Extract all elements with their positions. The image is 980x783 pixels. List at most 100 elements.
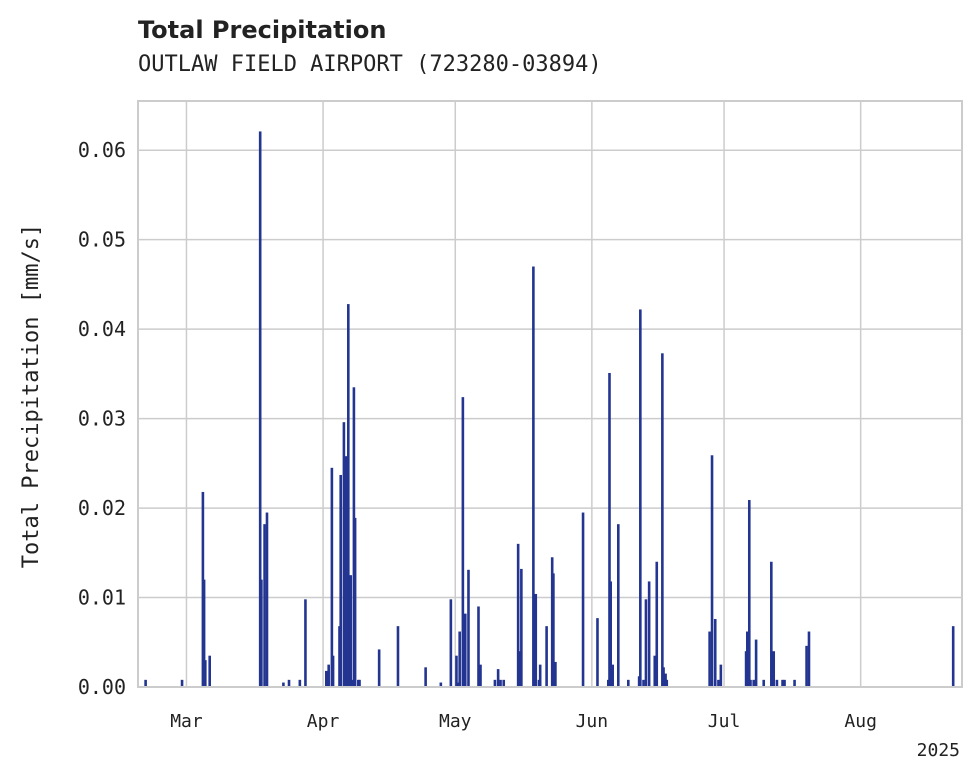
precipitation-bar [617, 524, 620, 687]
precipitation-bar [287, 679, 291, 687]
precipitation-bar [653, 655, 657, 687]
precipitation-bar [807, 631, 811, 687]
precipitation-bar [282, 682, 285, 687]
precipitation-bar [463, 613, 467, 687]
precipitation-bar [532, 266, 535, 687]
precipitation-bar [662, 667, 665, 687]
precipitation-bar [627, 679, 630, 687]
precipitation-bar [353, 517, 357, 687]
y-tick-labels: 0.00 0.01 0.02 0.03 0.04 0.05 0.06 [78, 138, 126, 699]
precipitation-bar [752, 679, 755, 687]
precipitation-bar [345, 456, 348, 687]
y-tick-label: 0.06 [78, 138, 126, 162]
precipitation-bar [449, 599, 453, 687]
precipitation-bar [554, 661, 557, 687]
precipitation-bar [520, 568, 523, 687]
precipitation-bar [455, 655, 458, 687]
precipitation-bar [708, 631, 711, 687]
precipitation-bar [538, 664, 542, 687]
y-tick-label: 0.02 [78, 496, 126, 520]
precipitation-bar [775, 679, 779, 687]
precipitation-bar [805, 645, 808, 687]
precipitation-bar [611, 664, 614, 687]
y-tick-label: 0.01 [78, 586, 126, 610]
chart-title: Total Precipitation [138, 16, 387, 44]
precipitation-bar [783, 679, 786, 687]
precipitation-bar [609, 581, 612, 687]
precipitation-bar [713, 619, 717, 687]
precipitation-bar [502, 679, 506, 687]
precipitation-bar [327, 664, 330, 687]
precipitation-bar [745, 631, 749, 687]
y-axis-label: Total Precipitation [mm/s] [19, 224, 44, 568]
precipitation-bar [608, 372, 611, 687]
precipitation-bar [710, 455, 714, 687]
y-tick-label: 0.04 [78, 317, 126, 341]
precipitation-bar [439, 682, 443, 687]
x-tick-labels: Mar Apr May Jun Jul Aug [170, 711, 877, 732]
precipitation-bar [304, 599, 307, 687]
x-tick-label: Mar [170, 711, 203, 732]
precipitation-bar [749, 679, 752, 687]
precipitation-bar [349, 575, 353, 687]
precipitation-bar [263, 524, 266, 687]
precipitation-bar [499, 679, 502, 687]
precipitation-bar [347, 304, 350, 687]
precipitation-bar [424, 667, 427, 687]
plot-background [138, 101, 962, 687]
precipitation-bar [655, 561, 659, 687]
x-tick-label: Aug [844, 711, 877, 732]
precipitation-bar [467, 569, 470, 687]
precipitation-bar [762, 679, 766, 687]
precipitation-bar [747, 500, 751, 687]
precipitation-bar [493, 679, 497, 687]
precipitation-bar [719, 664, 723, 687]
precipitation-bar [661, 353, 664, 687]
precipitation-bar [260, 579, 263, 687]
x-tick-label: Jul [708, 711, 741, 732]
plot-frame [137, 100, 963, 688]
precipitation-bar [298, 679, 302, 687]
x-tick-label: Jun [576, 711, 609, 732]
precipitation-bar [351, 679, 355, 687]
precipitation-bar [951, 626, 955, 687]
precipitation-bar [343, 646, 347, 687]
precipitation-bar [331, 655, 335, 687]
precipitation-bar [377, 649, 381, 687]
precipitation-bar [496, 669, 500, 687]
precipitation-bar [665, 679, 669, 687]
precipitation-bar [330, 467, 334, 687]
precipitation-bar [458, 631, 461, 687]
x-tick-label: Apr [307, 711, 340, 732]
precipitation-bar [639, 309, 642, 687]
y-tick-label: 0.00 [78, 675, 126, 699]
precipitation-bar [208, 655, 211, 687]
precipitation-bar [258, 131, 262, 688]
precipitation-bar [342, 422, 346, 687]
precipitation-bar [644, 599, 648, 687]
grid-lines [138, 101, 962, 688]
precipitation-bar [479, 664, 482, 687]
precipitation-bar [144, 679, 147, 687]
precipitation-bar [534, 593, 538, 687]
precipitation-bar [647, 581, 651, 687]
precipitation-bar [781, 679, 784, 687]
precipitation-bar [202, 579, 206, 687]
y-tick-label: 0.03 [78, 407, 126, 431]
precipitation-bar [545, 626, 548, 687]
precipitation-bar [552, 573, 555, 687]
precipitation-bar [396, 626, 400, 687]
precipitation-bar [793, 679, 796, 687]
precipitation-bar [358, 679, 361, 687]
precipitation-bar [477, 606, 480, 687]
precipitation-bar [461, 397, 465, 687]
bar-series [138, 131, 962, 688]
precipitation-bar [339, 474, 342, 687]
y-tick-label: 0.05 [78, 228, 126, 252]
precipitation-bar [180, 679, 184, 687]
x-offset-label: 2025 [917, 740, 960, 761]
precipitation-bar [770, 561, 773, 687]
precipitation-bar [596, 618, 599, 687]
precipitation-bar [581, 512, 585, 687]
